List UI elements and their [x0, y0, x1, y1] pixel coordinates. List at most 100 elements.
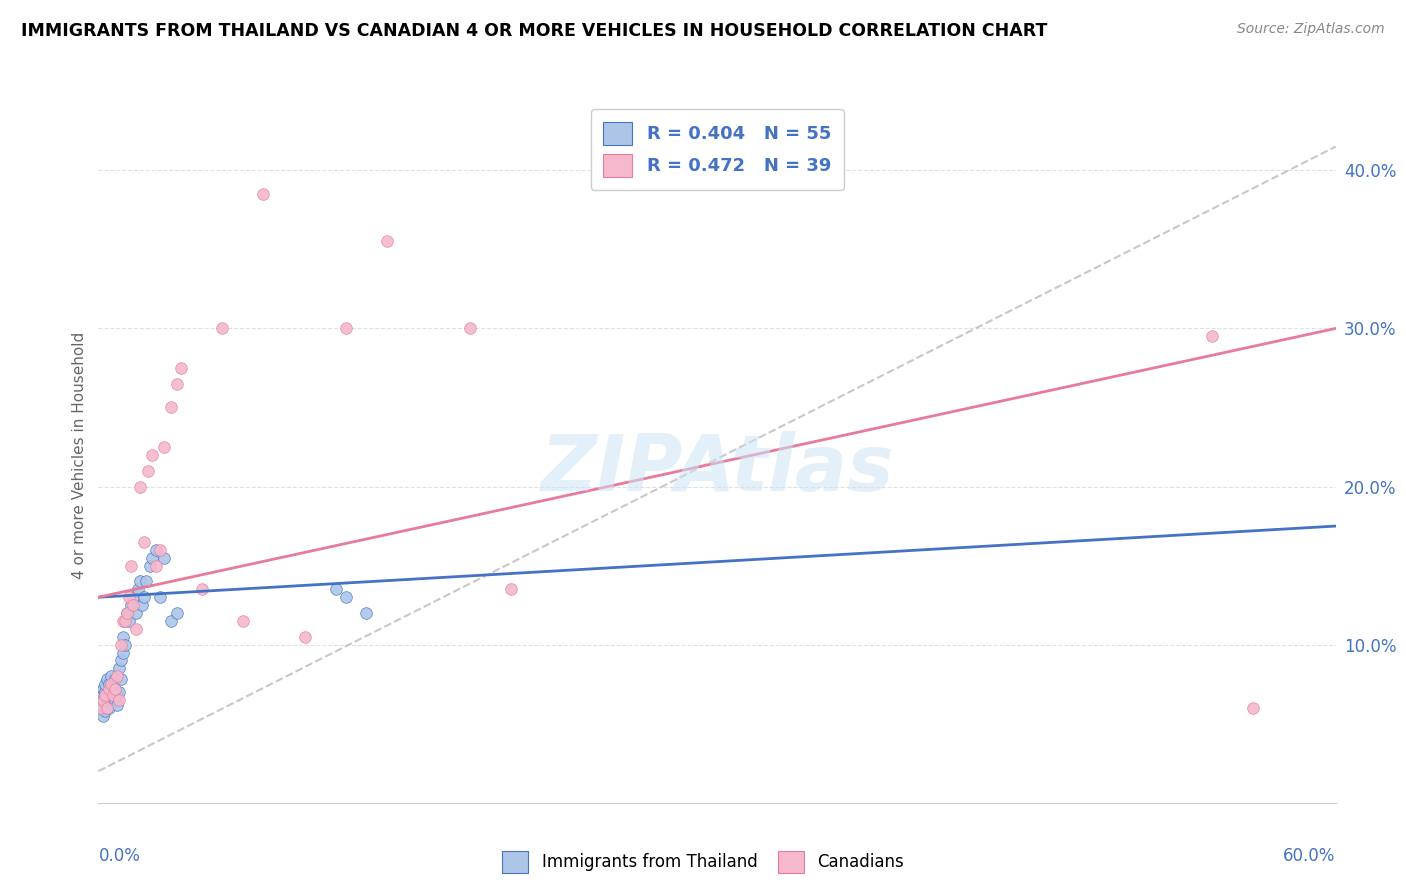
Point [91, 681, 114, 696]
Point [136, 464, 159, 478]
Point [120, 558, 142, 573]
Point [153, 440, 176, 454]
Point [131, 598, 153, 612]
Point [114, 614, 136, 628]
Legend: Immigrants from Thailand, Canadians: Immigrants from Thailand, Canadians [495, 845, 911, 880]
Point [141, 448, 163, 462]
Point [112, 630, 135, 644]
Point [145, 558, 167, 573]
Point [108, 685, 131, 699]
Point [325, 582, 347, 597]
Point [112, 646, 135, 660]
Point [128, 574, 150, 589]
Point [153, 550, 176, 565]
Point [335, 591, 357, 605]
Point [110, 638, 132, 652]
Point [294, 630, 316, 644]
Point [122, 591, 145, 605]
Point [96, 688, 118, 702]
Point [91, 701, 114, 715]
Point [89, 685, 111, 699]
Point [104, 685, 127, 699]
Point [149, 591, 172, 605]
Point [232, 614, 254, 628]
Point [110, 673, 132, 687]
Y-axis label: 4 or more Vehicles in Household: 4 or more Vehicles in Household [72, 331, 87, 579]
Point [89, 701, 111, 715]
Point [117, 606, 139, 620]
Point [100, 681, 122, 696]
Point [145, 542, 167, 557]
Point [124, 606, 146, 620]
Point [104, 681, 127, 696]
Point [101, 688, 124, 702]
Point [117, 606, 139, 620]
Point [124, 622, 146, 636]
Point [108, 693, 131, 707]
Text: Source: ZipAtlas.com: Source: ZipAtlas.com [1237, 22, 1385, 37]
Point [97, 688, 120, 702]
Point [128, 479, 150, 493]
Point [114, 638, 136, 652]
Point [122, 598, 145, 612]
Point [91, 693, 114, 707]
Point [114, 614, 136, 628]
Point [356, 606, 378, 620]
Point [97, 681, 120, 696]
Point [93, 677, 115, 691]
Point [89, 693, 111, 707]
Point [1241, 701, 1264, 715]
Point [132, 591, 155, 605]
Point [159, 614, 181, 628]
Point [96, 673, 118, 687]
Point [100, 693, 122, 707]
Point [108, 661, 131, 675]
Point [101, 677, 124, 691]
Point [105, 688, 128, 702]
Point [166, 606, 188, 620]
Point [93, 693, 115, 707]
Point [190, 582, 212, 597]
Point [91, 693, 114, 707]
Point [105, 669, 128, 683]
Text: 60.0%: 60.0% [1284, 847, 1336, 865]
Point [101, 688, 124, 702]
Point [105, 698, 128, 712]
Text: ZIPAtlas: ZIPAtlas [540, 431, 894, 507]
Point [149, 542, 172, 557]
Point [89, 701, 111, 715]
Point [135, 574, 157, 589]
Point [211, 321, 233, 335]
Point [458, 321, 481, 335]
Text: IMMIGRANTS FROM THAILAND VS CANADIAN 4 OR MORE VEHICLES IN HOUSEHOLD CORRELATION: IMMIGRANTS FROM THAILAND VS CANADIAN 4 O… [21, 22, 1047, 40]
Point [499, 582, 522, 597]
Point [100, 677, 122, 691]
Point [97, 701, 120, 715]
Text: 0.0%: 0.0% [98, 847, 141, 865]
Point [132, 534, 155, 549]
Point [96, 698, 118, 712]
Point [104, 673, 127, 687]
Point [91, 708, 114, 723]
Point [139, 558, 162, 573]
Point [141, 550, 163, 565]
Point [104, 693, 127, 707]
Point [375, 235, 398, 249]
Point [335, 321, 357, 335]
Point [110, 653, 132, 667]
Point [166, 376, 188, 391]
Point [1201, 329, 1223, 343]
Point [93, 704, 115, 718]
Point [96, 701, 118, 715]
Point [170, 360, 193, 375]
Point [93, 688, 115, 702]
Point [127, 582, 149, 597]
Point [118, 614, 141, 628]
Point [159, 401, 181, 415]
Point [93, 685, 115, 699]
Point [118, 591, 141, 605]
Point [100, 669, 122, 683]
Point [112, 614, 135, 628]
Point [120, 598, 142, 612]
Point [252, 186, 274, 201]
